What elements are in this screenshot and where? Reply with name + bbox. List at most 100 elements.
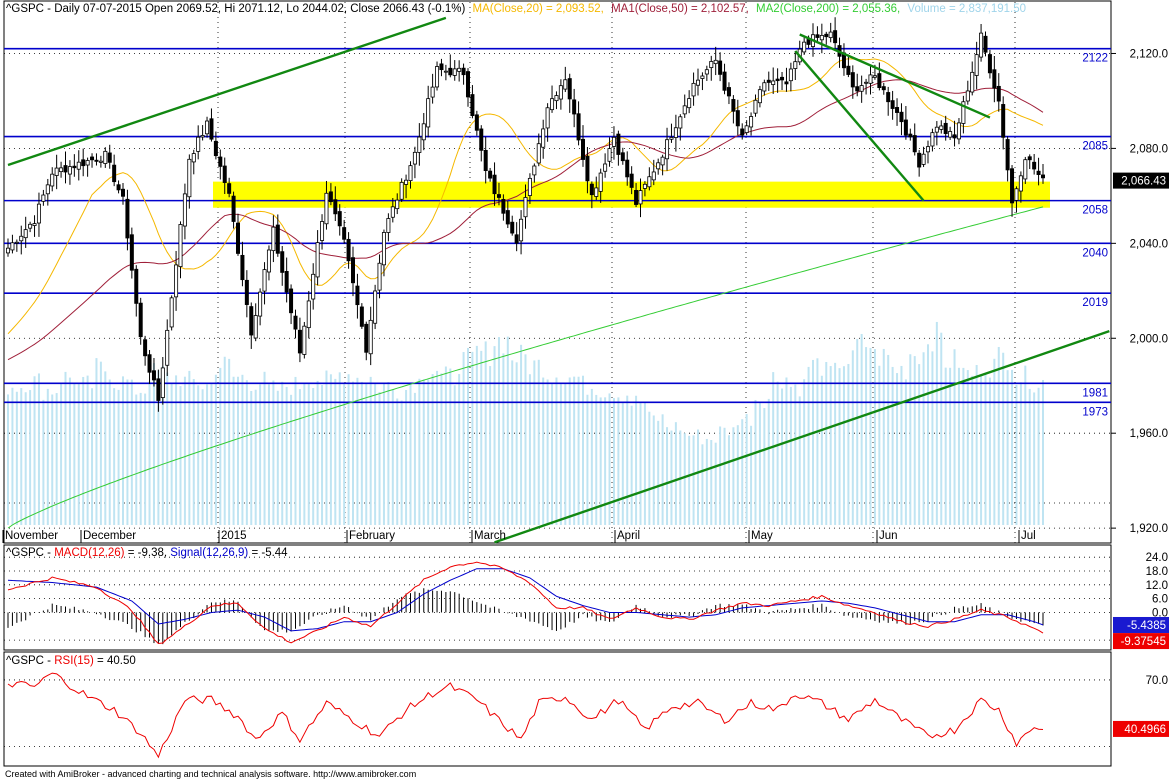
candle-up (819, 35, 824, 41)
month-label: December (83, 530, 136, 542)
candle-down (156, 378, 161, 401)
candle-down (903, 119, 908, 136)
candle-up (930, 132, 935, 147)
candle-down (209, 118, 214, 140)
volume-bar (206, 384, 209, 525)
volume-bar (77, 382, 80, 525)
candle-up (452, 68, 457, 76)
volume-bar (24, 392, 27, 525)
level-label-2122: 2122 (1082, 53, 1108, 65)
volume-bar (1042, 379, 1044, 525)
volume-bar (312, 388, 315, 525)
candle-up (757, 89, 762, 104)
candle-up (417, 136, 422, 153)
candle-up (320, 221, 325, 241)
volume-bar (834, 362, 837, 525)
volume-bar (259, 384, 262, 525)
volume-bar (626, 395, 629, 525)
candle-down (492, 174, 497, 195)
candle-down (121, 188, 126, 197)
trendline-1 (7, 16, 447, 167)
volume-bar (789, 386, 792, 525)
candle-down (501, 198, 506, 214)
candle-up (682, 105, 687, 115)
candle-down (284, 271, 289, 293)
candle-up (696, 79, 701, 86)
volume-bar (214, 374, 217, 525)
candle-up (200, 135, 205, 138)
candle-down (731, 99, 736, 112)
candle-up (28, 223, 33, 229)
candle-down (328, 191, 333, 203)
candle-up (443, 70, 448, 73)
candle-down (877, 73, 882, 89)
candle-down (585, 155, 590, 182)
volume-bar (772, 372, 775, 525)
candle-down (129, 234, 134, 271)
volume-bar (329, 374, 332, 525)
ma200-line (7, 206, 1044, 529)
candle-up (704, 69, 709, 75)
volume-bar (847, 363, 850, 525)
volume-bar (444, 366, 447, 525)
candle-up (178, 224, 183, 268)
volume-bar (475, 345, 478, 525)
candle-down (735, 110, 740, 127)
candle-down (833, 30, 838, 44)
candle-down (890, 100, 895, 109)
candle-up (50, 173, 55, 187)
volume-bar (776, 381, 779, 525)
candle-down (355, 285, 360, 306)
volume-bar (458, 374, 461, 525)
volume-bar (108, 379, 111, 525)
candle-up (651, 171, 656, 181)
candle-down (567, 78, 572, 100)
candle-down (908, 133, 913, 138)
price-axis: 2,120.0 2,080.0 2,040.0 2,000.0 1,960.0 1,920… (2, 48, 1169, 543)
candle-up (191, 153, 196, 163)
candle-down (289, 288, 294, 314)
volume-bar (506, 336, 509, 525)
volume-bar (325, 370, 328, 525)
candle-down (479, 128, 484, 151)
candle-up (404, 179, 409, 185)
candle-up (788, 68, 793, 82)
volume-bar (515, 362, 518, 525)
month-label: Jun (879, 530, 898, 542)
volume-bar (966, 370, 969, 525)
price-tick-label: 1,960.0 (1130, 428, 1168, 440)
candle-up (762, 82, 767, 92)
candle-up (859, 85, 864, 92)
volume-bar (1002, 352, 1005, 525)
candle-up (76, 161, 81, 170)
candle-up (271, 226, 276, 252)
volume-bar (688, 435, 691, 525)
volume-bar (391, 389, 394, 525)
header-ma200: MA2(Close,200) = 2,055.36, (756, 3, 900, 15)
candle-up (828, 31, 833, 39)
volume-bar (754, 399, 757, 525)
candle-up (709, 61, 714, 69)
candle-up (647, 176, 652, 188)
volume-bar (577, 376, 580, 525)
candle-up (656, 162, 661, 170)
candle-down (474, 114, 479, 131)
volume-bar (971, 375, 974, 525)
volume-bar (285, 386, 288, 525)
volume-bar (904, 379, 907, 525)
candle-up (744, 125, 749, 133)
volume-bar (542, 377, 545, 525)
candle-down (483, 149, 488, 172)
candle-up (934, 126, 939, 133)
volume-bar (422, 379, 425, 525)
candle-down (1041, 174, 1046, 179)
volume-bar (462, 352, 465, 525)
candle-up (187, 158, 192, 198)
signal-line (7, 568, 1044, 632)
candle-down (448, 67, 453, 76)
volume-bar (254, 389, 257, 525)
volume-bar (674, 422, 677, 525)
volume-bar (197, 385, 200, 525)
candle-up (103, 150, 108, 164)
candle-down (780, 76, 785, 81)
